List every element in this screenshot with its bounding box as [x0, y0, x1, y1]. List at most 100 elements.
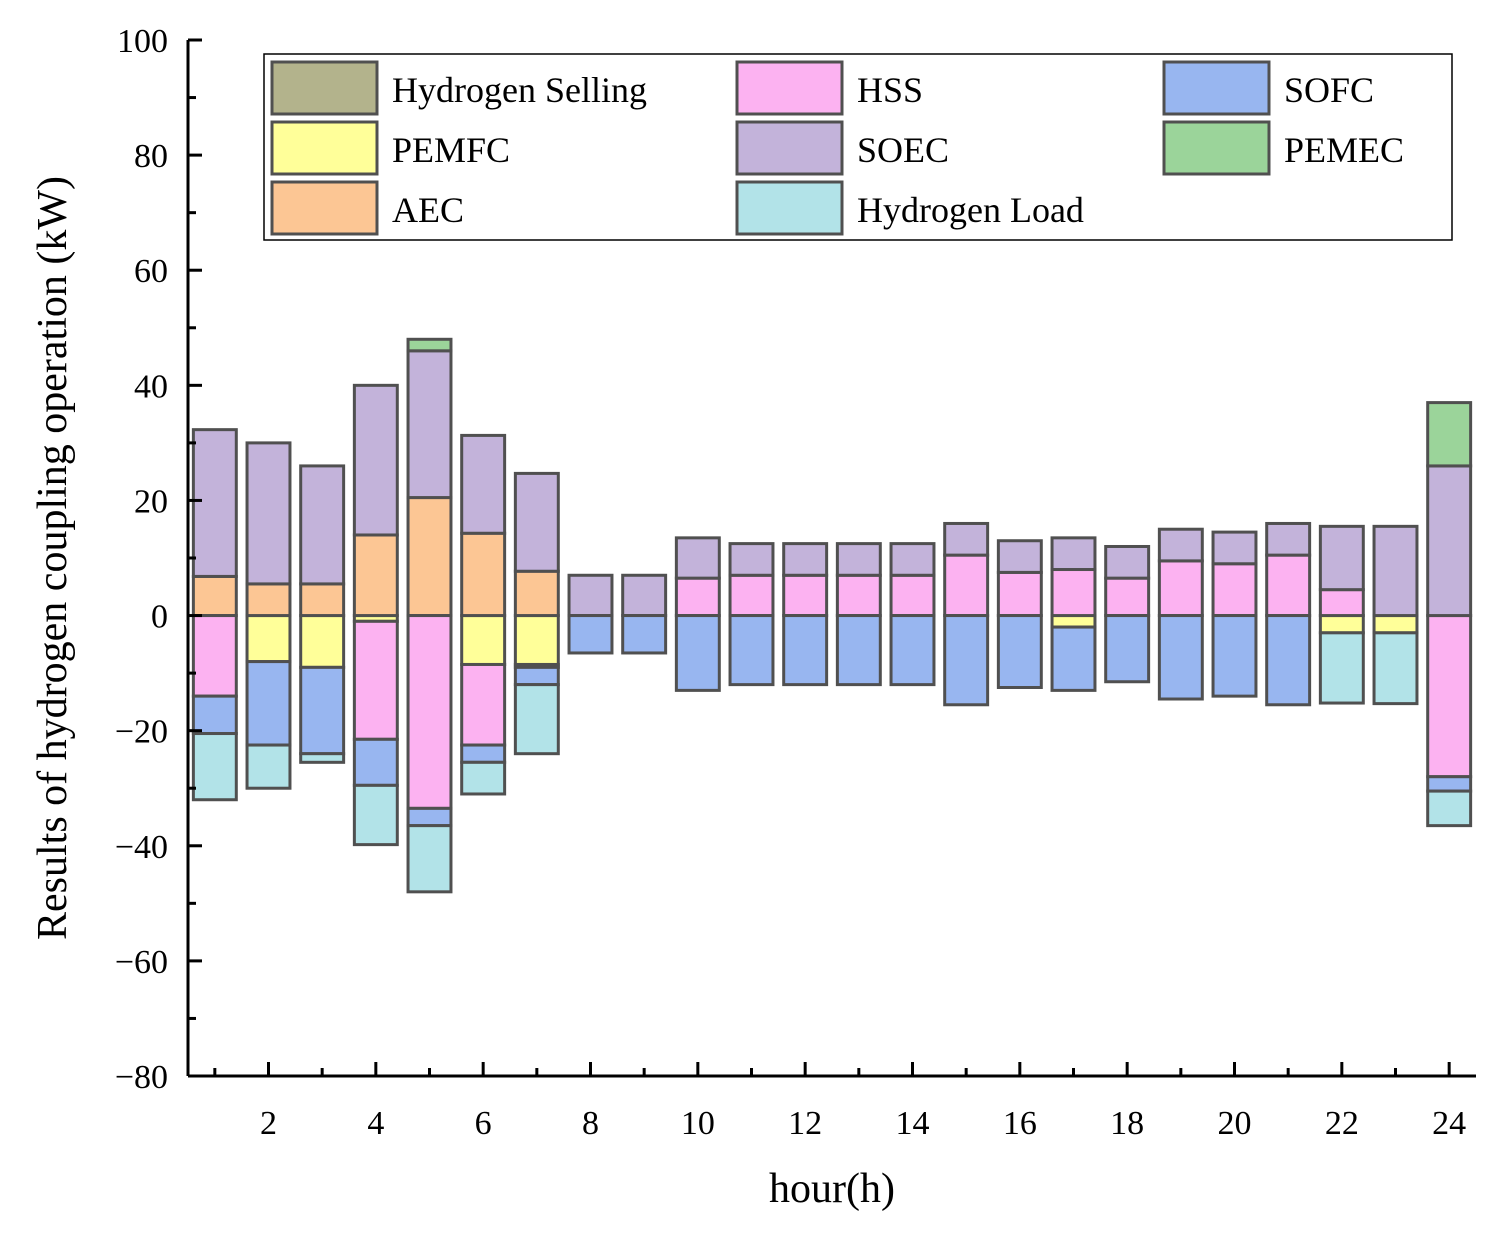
bar-sofc-hour-21 [1265, 614, 1312, 707]
bar-pemfc-hour-17 [1050, 614, 1097, 629]
bar-soec-hour-9 [621, 573, 668, 618]
legend-swatch-pemfc [270, 120, 379, 176]
bar-hydrogen-load-hour-5 [406, 824, 453, 894]
bar-sofc-hour-7 [513, 665, 560, 687]
legend-swatch-hydrogen-load [735, 180, 844, 236]
bar-hydrogen-load-hour-24 [1426, 789, 1473, 828]
bar-soec-hour-17 [1050, 536, 1097, 572]
bar-hydrogen-load-hour-22 [1318, 631, 1365, 705]
bar-sofc-hour-16 [996, 614, 1043, 689]
bar-soec-hour-5 [406, 349, 453, 500]
bar-soec-hour-12 [782, 542, 829, 577]
bar-soec-hour-18 [1104, 544, 1151, 580]
y-tick-label: 20 [134, 483, 168, 520]
bar-hss-hour-24 [1426, 614, 1473, 779]
bar-pemfc-hour-2 [245, 614, 292, 664]
bar-hss-hour-11 [728, 573, 775, 618]
bar-sofc-hour-24 [1426, 775, 1473, 793]
x-tick-label: 4 [367, 1105, 384, 1142]
bar-pemfc-hour-3 [299, 614, 346, 669]
y-tick-label: 80 [134, 138, 168, 175]
legend-swatch-aec [270, 180, 379, 236]
y-tick-label: −60 [115, 944, 168, 981]
bar-pemfc-hour-22 [1318, 614, 1365, 635]
bar-soec-hour-19 [1157, 527, 1204, 563]
legend-label-hss: HSS [857, 70, 923, 110]
x-tick-label: 20 [1218, 1105, 1252, 1142]
x-tick-label: 24 [1432, 1105, 1466, 1142]
bar-sofc-hour-19 [1157, 614, 1204, 701]
bar-hss-hour-12 [782, 573, 829, 618]
bar-hydrogen-load-hour-3 [299, 752, 346, 764]
bar-sofc-hour-12 [782, 614, 829, 687]
bars-layer [191, 337, 1473, 894]
legend-swatch-soec [735, 120, 844, 176]
y-tick-label: −80 [115, 1059, 168, 1096]
bar-soec-hour-23 [1372, 524, 1419, 618]
legend: Hydrogen Selling HSS SOFC PEMFC SOEC PEMEC AEC… [263, 53, 1453, 241]
bar-hss-hour-18 [1104, 576, 1151, 618]
bar-aec-hour-7 [513, 569, 560, 618]
x-ticks: 2 4 6 8 10 12 14 16 18 20 22 24 [213, 1062, 1466, 1142]
bar-soec-hour-22 [1318, 524, 1365, 592]
bar-sofc-hour-11 [728, 614, 775, 687]
x-tick-label: 14 [896, 1105, 930, 1142]
legend-label-soec: SOEC [857, 130, 949, 170]
x-tick-label: 16 [1003, 1105, 1037, 1142]
bar-hss-hour-14 [889, 573, 936, 618]
bar-soec-hour-4 [352, 383, 399, 537]
bar-sofc-hour-20 [1211, 614, 1258, 698]
bar-sofc-hour-4 [352, 737, 399, 787]
legend-label-hydrogen-selling: Hydrogen Selling [392, 70, 647, 110]
bar-pemec-hour-5 [406, 337, 453, 353]
bar-sofc-hour-2 [245, 660, 292, 747]
legend-label-sofc: SOFC [1284, 70, 1374, 110]
legend-swatch-sofc [1162, 60, 1271, 116]
bar-hss-hour-5 [406, 614, 453, 810]
bar-soec-hour-13 [835, 542, 882, 577]
bar-sofc-hour-6 [460, 743, 507, 764]
bar-sofc-hour-18 [1104, 614, 1151, 684]
bar-sofc-hour-15 [943, 614, 990, 707]
bar-sofc-hour-3 [299, 665, 346, 756]
bar-soec-hour-7 [513, 471, 560, 573]
y-tick-label: 0 [151, 599, 168, 636]
bar-sofc-hour-9 [621, 614, 668, 655]
bar-soec-hour-11 [728, 542, 775, 577]
legend-label-hydrogen-load: Hydrogen Load [857, 190, 1084, 230]
bar-hss-hour-10 [674, 576, 721, 618]
y-tick-label: 100 [117, 23, 168, 60]
bar-hss-hour-6 [460, 662, 507, 747]
y-ticks: 100 80 60 40 20 0 −20 −40 −60 −80 [115, 23, 202, 1096]
x-tick-label: 8 [582, 1105, 599, 1142]
bar-hydrogen-load-hour-23 [1372, 631, 1419, 706]
bar-hss-hour-21 [1265, 553, 1312, 618]
bar-hss-hour-20 [1211, 562, 1258, 618]
bar-soec-hour-21 [1265, 521, 1312, 557]
legend-label-pemfc: PEMFC [392, 130, 510, 170]
bar-soec-hour-24 [1426, 464, 1473, 618]
bar-hss-hour-22 [1318, 588, 1365, 618]
bar-sofc-hour-5 [406, 806, 453, 828]
bar-pemfc-hour-6 [460, 614, 507, 666]
bar-hydrogen-load-hour-2 [245, 743, 292, 790]
bar-hss-hour-17 [1050, 568, 1097, 618]
bar-hss-hour-13 [835, 573, 882, 618]
bar-hss-hour-15 [943, 553, 990, 618]
bar-sofc-hour-10 [674, 614, 721, 692]
x-axis-title: hour(h) [769, 1166, 895, 1212]
bar-pemfc-hour-7 [513, 614, 560, 666]
bar-soec-hour-6 [460, 433, 507, 535]
x-tick-label: 6 [475, 1105, 492, 1142]
bar-hss-hour-19 [1157, 559, 1204, 618]
bar-hydrogen-load-hour-6 [460, 760, 507, 796]
bar-aec-hour-2 [245, 582, 292, 618]
x-tick-label: 22 [1325, 1105, 1359, 1142]
legend-swatch-pemec [1162, 120, 1271, 176]
bar-soec-hour-20 [1211, 530, 1258, 566]
x-tick-label: 12 [788, 1105, 822, 1142]
y-tick-label: 60 [134, 253, 168, 290]
bar-aec-hour-5 [406, 496, 453, 618]
bar-soec-hour-8 [567, 573, 614, 618]
